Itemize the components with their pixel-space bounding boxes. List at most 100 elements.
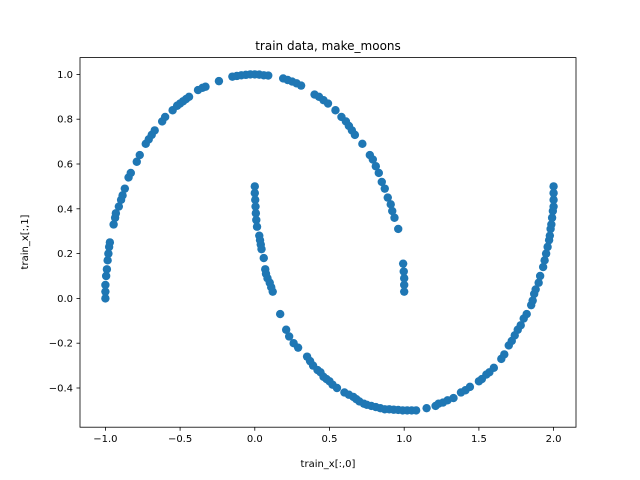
data-point (252, 222, 262, 231)
data-point (101, 294, 110, 303)
y-tick-label: 0.0 (57, 294, 73, 305)
data-point (104, 249, 113, 258)
data-point (545, 231, 555, 240)
x-tick-label: −1.0 (93, 434, 117, 445)
data-point (500, 350, 509, 359)
y-axis-label: train_x[:,1] (20, 214, 31, 269)
data-point (549, 188, 558, 198)
data-point (111, 209, 121, 218)
data-point (103, 256, 112, 265)
data-point (293, 343, 303, 352)
data-point (371, 162, 381, 171)
x-tick-label: 2.0 (546, 434, 562, 445)
chart-title: train data, make_moons (255, 39, 401, 53)
data-point (259, 253, 268, 263)
data-point (118, 191, 127, 200)
data-point (281, 325, 291, 334)
data-points (101, 70, 558, 415)
data-point (296, 81, 306, 90)
data-point (541, 249, 551, 258)
data-point (399, 287, 409, 296)
data-point (126, 168, 135, 178)
data-point (538, 262, 548, 272)
data-point (150, 126, 159, 135)
data-point (531, 285, 540, 294)
data-point (268, 287, 277, 296)
data-point (465, 382, 475, 392)
y-tick-label: −0.4 (49, 384, 73, 395)
data-point (390, 213, 399, 222)
data-point (374, 168, 383, 178)
data-point (251, 202, 260, 211)
data-point (528, 296, 537, 305)
data-point (101, 271, 111, 281)
y-tick-label: 0.4 (57, 204, 73, 215)
data-point (350, 130, 360, 140)
data-point (184, 92, 194, 102)
data-point (399, 267, 408, 276)
x-axis-label: train_x[:,0] (301, 459, 356, 470)
y-axis-ticks: −0.4 −0.2 0.0 0.2 0.4 0.6 0.8 1.0 (49, 70, 80, 395)
data-point (368, 155, 378, 164)
data-point (284, 332, 294, 341)
data-point (540, 256, 549, 265)
data-point (394, 224, 403, 234)
data-point (109, 220, 118, 229)
data-point (543, 242, 552, 252)
data-point (377, 177, 386, 187)
data-point (535, 271, 545, 281)
y-tick-label: 0.2 (57, 249, 73, 260)
data-point (105, 238, 115, 247)
data-point (516, 321, 525, 330)
x-tick-label: 0.0 (247, 434, 263, 445)
data-point (399, 280, 409, 290)
data-point (332, 383, 342, 393)
data-point (323, 99, 333, 108)
x-tick-label: 1.5 (471, 434, 487, 445)
data-point (386, 200, 395, 209)
data-point (358, 139, 367, 149)
data-point (549, 202, 558, 211)
data-point (547, 213, 557, 222)
y-tick-label: −0.2 (49, 339, 73, 350)
data-point (449, 393, 458, 403)
data-point (214, 76, 224, 86)
data-point (331, 106, 340, 115)
data-point (398, 259, 408, 268)
x-tick-label: −0.5 (168, 434, 192, 445)
data-point (411, 406, 421, 415)
data-point (275, 309, 285, 319)
data-point (102, 265, 112, 274)
data-point (380, 184, 389, 193)
y-tick-label: 0.6 (57, 160, 73, 171)
data-point (257, 244, 266, 254)
data-point (160, 112, 170, 122)
data-point (383, 193, 392, 202)
data-point (251, 195, 260, 205)
axes-frame (79, 57, 577, 428)
data-point (101, 280, 110, 290)
data-point (101, 287, 110, 296)
x-tick-label: 1.0 (396, 434, 412, 445)
x-tick-label: 0.5 (322, 434, 338, 445)
y-tick-label: 1.0 (57, 70, 73, 81)
data-point (252, 215, 261, 225)
data-point (534, 278, 543, 287)
data-point (120, 184, 130, 193)
data-point (201, 82, 210, 91)
data-point (388, 206, 397, 216)
x-axis-ticks: −1.0 −0.5 0.0 0.5 1.0 1.5 2.0 (93, 427, 562, 445)
data-point (250, 182, 259, 191)
data-point (251, 209, 261, 218)
data-point (114, 202, 124, 211)
data-point (250, 188, 259, 198)
data-point (422, 403, 431, 413)
y-tick-label: 0.8 (57, 115, 73, 126)
data-point (547, 220, 556, 229)
data-point (132, 157, 141, 166)
data-point (522, 309, 531, 319)
data-point (549, 195, 558, 205)
data-point (489, 363, 499, 373)
data-point (264, 71, 273, 80)
